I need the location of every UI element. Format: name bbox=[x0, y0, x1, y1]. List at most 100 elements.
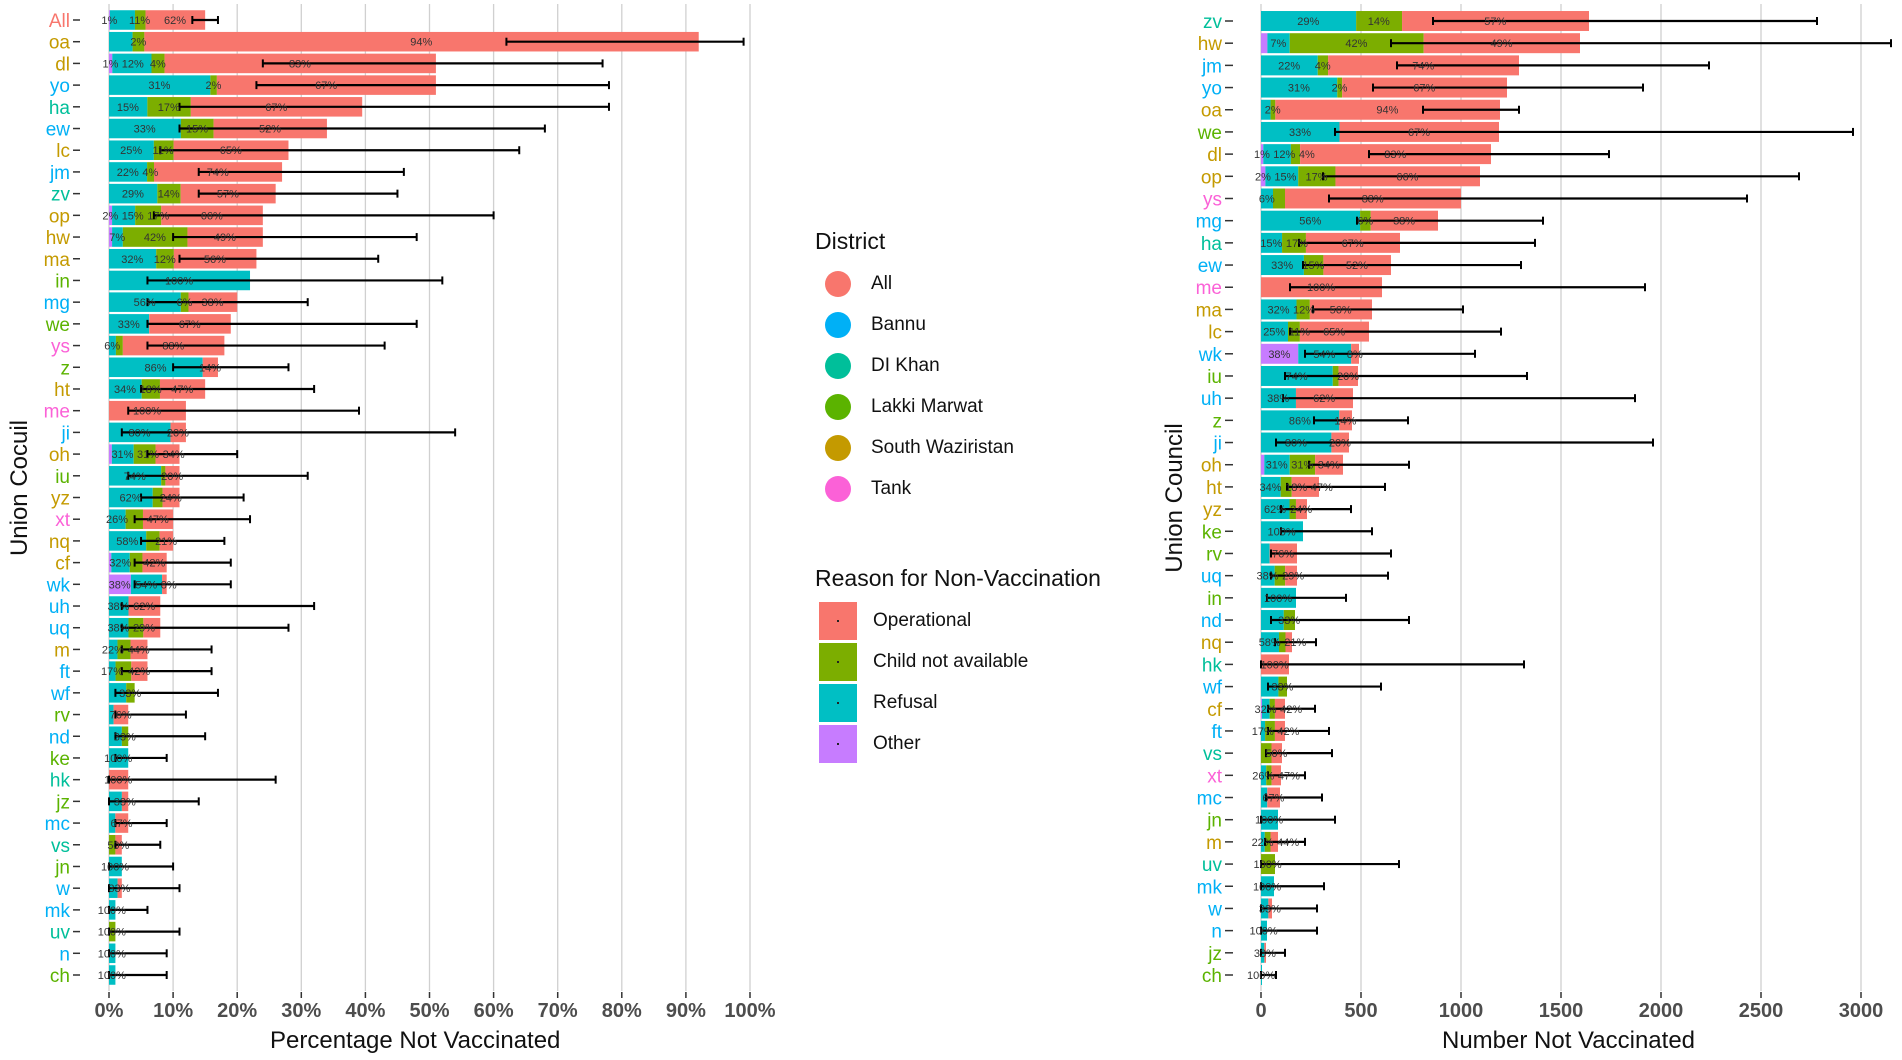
right-segment-label: 67% bbox=[1262, 793, 1284, 805]
left-segment-label: 31% bbox=[111, 449, 133, 461]
left-bar-segment-refusal bbox=[109, 31, 133, 52]
right-y-axis-title: Union Council bbox=[1161, 423, 1188, 573]
left-y-tick-label: mg bbox=[44, 293, 70, 314]
right-segment-label: 34% bbox=[1318, 460, 1340, 472]
right-segment-label: 100% bbox=[1261, 659, 1289, 671]
right-bar-segment-child-not-available bbox=[1289, 454, 1316, 475]
right-segment-label: 56% bbox=[1330, 304, 1352, 316]
legend-item-district: Tank bbox=[815, 468, 1014, 509]
left-y-tick-label: All bbox=[49, 11, 70, 32]
left-y-tick-label: jz bbox=[55, 792, 70, 813]
right-y-tick-label: zv bbox=[1203, 12, 1223, 33]
right-segment-label: 14% bbox=[1334, 415, 1356, 427]
left-segment-label: 80% bbox=[128, 427, 150, 439]
left-segment-label: 21% bbox=[155, 536, 177, 548]
left-segment-label: 8% bbox=[161, 579, 177, 591]
left-segment-label: 44% bbox=[128, 644, 150, 656]
left-y-tick-label: jn bbox=[54, 857, 70, 878]
left-segment-label: 14% bbox=[199, 362, 221, 374]
right-segment-label: 22% bbox=[1252, 837, 1274, 849]
left-segment-label: 42% bbox=[144, 232, 166, 244]
right-y-tick-label: we bbox=[1197, 123, 1222, 144]
left-segment-label: 22% bbox=[102, 644, 124, 656]
left-bar-segment-child-not-available bbox=[151, 53, 165, 74]
left-segment-label: 15% bbox=[186, 124, 208, 136]
right-x-tick-label: 3000 bbox=[1839, 1000, 1884, 1022]
left-y-tick-label: rv bbox=[54, 706, 70, 727]
left-bar-segment-refusal bbox=[109, 10, 135, 30]
right-x-tick-label: 0 bbox=[1255, 1000, 1266, 1022]
right-segment-label: 38% bbox=[1393, 216, 1415, 228]
left-segment-label: 67% bbox=[315, 80, 337, 92]
right-segment-label: 17% bbox=[1306, 171, 1328, 183]
right-bar-segment-refusal bbox=[1261, 11, 1357, 31]
right-segment-label: 18% bbox=[1285, 482, 1307, 494]
right-segment-label: 38% bbox=[1267, 393, 1289, 405]
left-segment-label: 67% bbox=[265, 102, 287, 114]
right-segment-label: 2% bbox=[1265, 105, 1281, 117]
right-y-tick-label: ji bbox=[1213, 434, 1222, 455]
left-bar-segment-child-not-available bbox=[157, 183, 181, 204]
legend-label: All bbox=[871, 272, 893, 294]
left-y-tick-label: ch bbox=[50, 966, 70, 987]
right-bar-segment-refusal bbox=[1261, 121, 1340, 142]
right-y-tick-label: dl bbox=[1207, 145, 1222, 166]
right-y-tick-label: op bbox=[1201, 167, 1222, 188]
left-y-tick-label: ht bbox=[54, 380, 71, 401]
right-segment-label: 12% bbox=[1293, 304, 1315, 316]
left-bar-segment-refusal bbox=[112, 227, 123, 247]
left-segment-label: 38% bbox=[202, 297, 224, 309]
left-segment-label: 33% bbox=[118, 319, 140, 331]
left-segment-label: 7% bbox=[109, 232, 125, 244]
left-segment-label: 25% bbox=[120, 145, 142, 157]
left-bar-segment-other bbox=[109, 574, 131, 595]
right-segment-label: 15% bbox=[1302, 260, 1324, 272]
right-segment-label: 88% bbox=[1362, 193, 1384, 205]
left-x-tick-label: 90% bbox=[666, 1000, 706, 1022]
left-segment-label: 1% bbox=[102, 58, 118, 70]
left-y-tick-label: we bbox=[45, 315, 70, 336]
left-y-tick-label: uv bbox=[50, 923, 71, 944]
right-y-tick-label: w bbox=[1207, 899, 1222, 920]
right-bar-segment-other bbox=[1261, 343, 1299, 364]
district-legend: District All Bannu DI Khan Lakki Marwat Sout… bbox=[815, 228, 1014, 509]
right-segment-label: 33% bbox=[1271, 260, 1293, 272]
right-y-tick-label: nq bbox=[1201, 633, 1222, 654]
right-y-tick-label: uq bbox=[1201, 567, 1222, 588]
right-y-tick-label: nd bbox=[1201, 611, 1222, 632]
right-bar-segment-refusal bbox=[1261, 55, 1318, 76]
left-segment-label: 4% bbox=[150, 58, 166, 70]
right-x-tick-label: 1500 bbox=[1539, 1000, 1584, 1022]
right-segment-label: 34% bbox=[1260, 482, 1282, 494]
right-y-tick-label: ha bbox=[1201, 234, 1223, 255]
left-bar-segment-refusal bbox=[109, 357, 203, 378]
left-bar-segment-child-not-available bbox=[115, 335, 123, 356]
right-segment-label: 21% bbox=[1284, 637, 1306, 649]
left-y-tick-label: nq bbox=[49, 532, 70, 553]
left-x-tick-label: 80% bbox=[602, 1000, 642, 1022]
left-bar-segment-refusal bbox=[109, 335, 116, 356]
left-segment-label: 100% bbox=[104, 753, 132, 765]
left-segment-label: 54% bbox=[135, 579, 157, 591]
right-segment-label: 31% bbox=[1266, 460, 1288, 472]
left-y-tick-label: op bbox=[49, 206, 70, 227]
right-segment-label: 33% bbox=[1289, 127, 1311, 139]
left-bar-segment-refusal bbox=[111, 444, 134, 464]
right-x-tick-label: 2000 bbox=[1639, 1000, 1684, 1022]
legend-label: Child not available bbox=[873, 650, 1029, 672]
right-segment-label: 100% bbox=[1264, 593, 1292, 605]
right-bar-segment-refusal bbox=[1261, 499, 1290, 520]
right-segment-label: 2% bbox=[1332, 83, 1348, 95]
left-segment-label: 42% bbox=[143, 558, 165, 570]
left-segment-label: 67% bbox=[110, 818, 132, 830]
left-segment-label: 47% bbox=[147, 514, 169, 526]
left-bar-segment-refusal bbox=[109, 162, 148, 182]
left-segment-label: 33% bbox=[114, 731, 136, 743]
right-bar-segment-child-not-available bbox=[1273, 188, 1285, 209]
right-y-tick-label: mc bbox=[1197, 789, 1222, 810]
left-segment-label: 38% bbox=[109, 579, 131, 591]
right-segment-label: 7% bbox=[1270, 38, 1286, 50]
right-segment-label: 62% bbox=[1313, 393, 1335, 405]
right-bar-segment-refusal bbox=[1261, 232, 1283, 253]
right-segment-label: 100% bbox=[1250, 926, 1278, 938]
